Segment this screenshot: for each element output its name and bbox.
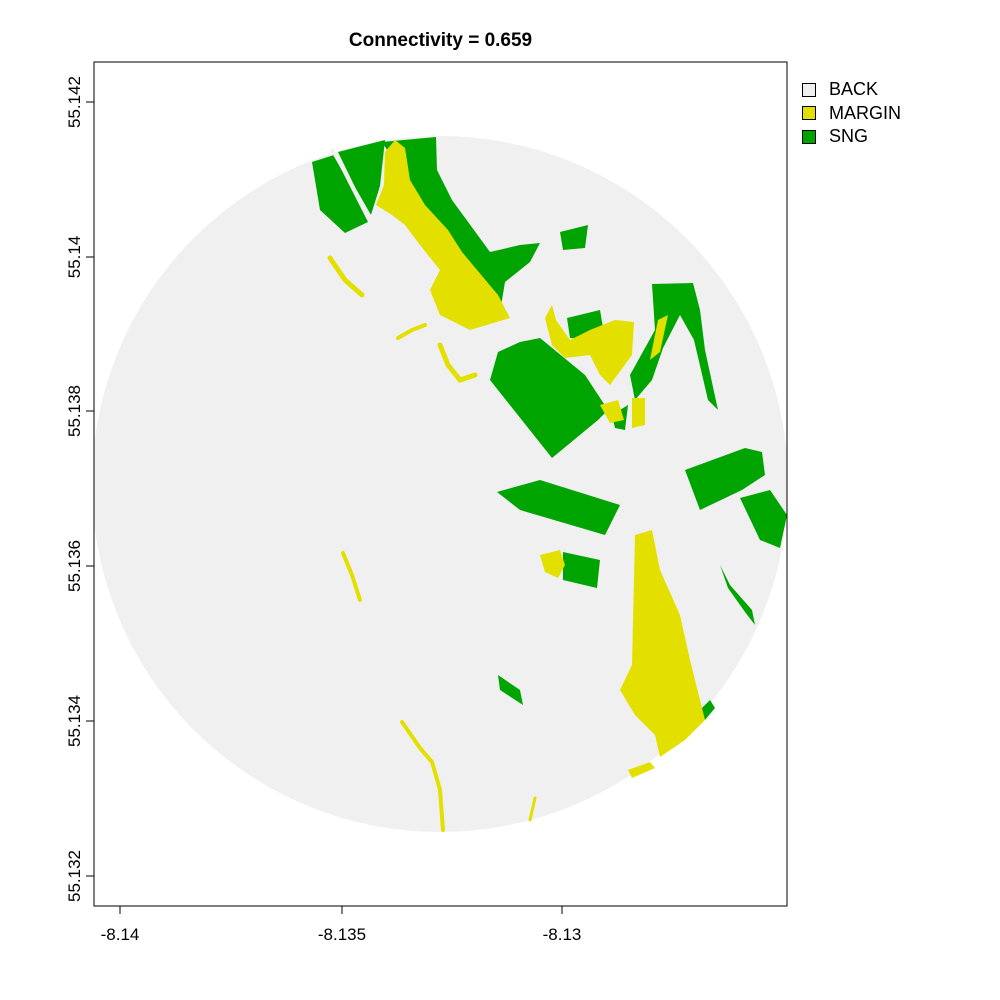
margin-patch (628, 762, 655, 778)
map-layers (94, 136, 787, 832)
x-tick-label: -8.13 (543, 925, 582, 944)
map-title: Connectivity = 0.659 (348, 30, 533, 51)
x-axis: -8.14 -8.135 -8.13 (101, 905, 582, 944)
sng-patch (630, 283, 718, 410)
legend: BACK MARGIN SNG (802, 78, 901, 149)
sng-patch (685, 448, 765, 510)
margin-patch (376, 140, 510, 330)
sng-patch (560, 225, 588, 250)
sng-patch (720, 565, 755, 625)
legend-item-margin: MARGIN (802, 102, 901, 126)
y-tick-label: 55.14 (65, 236, 84, 279)
x-tick-label: -8.135 (318, 925, 366, 944)
legend-swatch-sng (802, 129, 816, 144)
y-tick-label: 55.138 (65, 385, 84, 437)
y-tick-label: 55.142 (65, 76, 84, 128)
margin-strip (341, 551, 362, 602)
margin-patch (600, 400, 624, 423)
margin-strip (400, 720, 445, 832)
legend-item-sng: SNG (802, 125, 901, 149)
y-tick-label: 55.136 (65, 540, 84, 592)
sng-patch (312, 155, 368, 233)
y-tick-label: 55.132 (65, 850, 84, 902)
back-area (94, 136, 787, 832)
margin-patches (376, 140, 705, 778)
y-tick-label: 55.134 (65, 695, 84, 747)
legend-label-back: BACK (829, 79, 879, 100)
margin-strip (437, 342, 478, 383)
margin-patch (620, 530, 705, 757)
legend-label-sng: SNG (829, 126, 869, 147)
legend-swatch-back (802, 82, 816, 97)
sng-strip (330, 148, 377, 227)
margin-strip (396, 323, 427, 340)
margin-patch (650, 315, 668, 360)
margin-strip (327, 255, 365, 298)
x-tick-label: -8.14 (101, 925, 140, 944)
strip-features (327, 148, 537, 832)
margin-patch (545, 305, 634, 385)
legend-item-back: BACK (802, 78, 901, 102)
sng-patch (382, 137, 540, 312)
sng-patch (740, 490, 787, 548)
sng-patches (312, 137, 787, 720)
margin-patch (632, 398, 645, 428)
sng-patch (490, 338, 608, 458)
margin-patch (540, 550, 565, 578)
sng-patch (563, 552, 600, 588)
y-axis: 55.142 55.14 55.138 55.136 55.134 55.132 (65, 76, 95, 902)
margin-strip (528, 796, 537, 822)
sng-patch (497, 480, 620, 535)
legend-swatch-margin (802, 106, 816, 121)
sng-patch (338, 140, 385, 218)
legend-label-margin: MARGIN (829, 102, 901, 123)
sng-patch (498, 675, 523, 705)
